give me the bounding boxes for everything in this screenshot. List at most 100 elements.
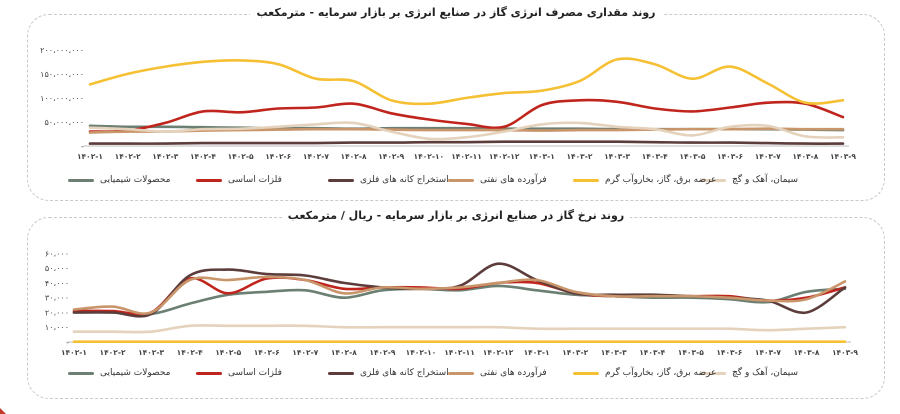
legend-rate: سیمان، آهک و گچ عرضه برق، گاز، بخاروآب گر… <box>28 368 884 382</box>
x-tick-label: ۱۴۰۳-۶ <box>716 348 742 357</box>
series-line <box>88 57 845 106</box>
legend-label: فلزات اساسی <box>228 175 282 185</box>
y-tick-label: ۳۰،۰۰۰ <box>45 294 69 303</box>
series-line <box>88 98 845 133</box>
chart-title-rate: روند نرخ گاز در صنایع انرژی بر بازار سرم… <box>281 209 631 222</box>
legend-swatch <box>573 178 599 182</box>
x-tick-label: ۱۴۰۳-۹ <box>830 152 856 161</box>
legend-label: استخراج کانه های فلزی <box>360 175 449 185</box>
legend-swatch <box>196 371 222 375</box>
y-tick-label: ۲۰،۰۰۰ <box>45 308 69 317</box>
y-tick-label: ۵۰،۰۰۰،۰۰۰ <box>44 118 84 127</box>
x-tick-label: ۱۴۰۲-۳ <box>152 152 178 161</box>
legend-item: عرضه برق، گاز، بخاروآب گرم <box>573 368 716 378</box>
legend-item: فرآورده های نفتی <box>448 368 547 378</box>
series-line <box>72 275 847 315</box>
x-tick-label: ۱۴۰۲-۴ <box>190 152 216 161</box>
x-tick-label: ۱۴۰۲-۹ <box>369 348 395 357</box>
x-tick-label: ۱۴۰۳-۲ <box>566 152 592 161</box>
chart-panel-rate: روند نرخ گاز در صنایع انرژی بر بازار سرم… <box>27 209 885 399</box>
legend-item: سیمان، آهک و گچ <box>700 175 798 185</box>
legend-label: فرآورده های نفتی <box>480 368 547 378</box>
x-tick-label: ۱۴۰۳-۱ <box>529 152 555 161</box>
x-tick-label: ۱۴۰۲-۱۲ <box>489 152 520 161</box>
legend-label: فرآورده های نفتی <box>480 175 547 185</box>
x-tick-label: ۱۴۰۲-۵ <box>228 152 254 161</box>
legend-label: سیمان، آهک و گچ <box>732 175 799 185</box>
legend-swatch <box>700 178 726 182</box>
legend-swatch <box>700 371 726 375</box>
series-line <box>72 284 847 316</box>
legend-label: عرضه برق، گاز، بخاروآب گرم <box>605 175 717 185</box>
legend-swatch <box>68 178 94 182</box>
legend-item: استخراج کانه های فلزی <box>328 368 449 378</box>
series-line <box>72 324 847 334</box>
legend-swatch <box>328 371 354 375</box>
x-tick-label: ۱۴۰۲-۲ <box>100 348 126 357</box>
x-tick-label: ۱۴۰۲-۸ <box>331 348 357 357</box>
legend-item: محصولات شیمیایی <box>68 368 170 378</box>
x-tick-label: ۱۴۰۲-۱۱ <box>444 348 475 357</box>
corner-decoration <box>0 408 6 414</box>
x-tick-label: ۱۴۰۲-۷ <box>303 152 329 161</box>
x-tick-label: ۱۴۰۲-۲ <box>115 152 141 161</box>
y-tick-label: ۲۰۰،۰۰۰،۰۰۰ <box>40 46 84 55</box>
legend-label: محصولات شیمیایی <box>100 368 171 378</box>
y-tick-label: ۵۰،۰۰۰ <box>45 264 69 273</box>
legend-swatch <box>573 371 599 375</box>
x-tick-label: ۱۴۰۳-۲ <box>562 348 588 357</box>
x-tick-label: ۱۴۰۳-۸ <box>792 152 818 161</box>
x-tick-label: ۱۴۰۳-۴ <box>642 152 668 161</box>
chart-title-consumption: روند مقداری مصرف انرژی گاز در صنایع انرژ… <box>250 6 662 19</box>
legend-swatch <box>196 178 222 182</box>
y-tick-label: ۱۵۰،۰۰۰،۰۰۰ <box>40 70 84 79</box>
x-tick-label: ۱۴۰۲-۶ <box>265 152 291 161</box>
x-tick-label: ۱۴۰۳-۶ <box>717 152 743 161</box>
legend-swatch <box>448 178 474 182</box>
legend-label: فلزات اساسی <box>228 368 282 378</box>
x-tick-label: ۱۴۰۲-۷ <box>292 348 318 357</box>
legend-item: عرضه برق، گاز، بخاروآب گرم <box>573 175 716 185</box>
x-tick-label: ۱۴۰۳-۳ <box>604 152 630 161</box>
y-tick-label: - <box>66 338 69 347</box>
chart-panel-consumption: روند مقداری مصرف انرژی گاز در صنایع انرژ… <box>27 6 885 201</box>
legend-label: عرضه برق، گاز، بخاروآب گرم <box>605 368 717 378</box>
legend-item: فلزات اساسی <box>196 175 282 185</box>
legend-item: سیمان، آهک و گچ <box>700 368 798 378</box>
rate-line-chart: - ۱۰،۰۰۰ ۲۰،۰۰۰ ۳۰،۰۰۰ ۴۰،۰۰۰ ۵۰،۰۰۰ ۶۰،۰۰۰ ۱۴۰… <box>45 249 858 357</box>
x-tick-label: ۱۴۰۲-۵ <box>215 348 241 357</box>
legend-swatch <box>448 371 474 375</box>
series-line <box>88 121 845 141</box>
y-tick-label: ۱۰،۰۰۰ <box>45 323 69 332</box>
y-tick-label: ۴۰،۰۰۰ <box>45 279 69 288</box>
legend-label: محصولات شیمیایی <box>100 175 171 185</box>
x-tick-label: ۱۴۰۲-۴ <box>177 348 203 357</box>
legend-item: فرآورده های نفتی <box>448 175 547 185</box>
x-tick-label: ۱۴۰۲-۹ <box>378 152 404 161</box>
y-tick-label: - <box>81 142 84 151</box>
x-tick-label: ۱۴۰۳-۱ <box>524 348 550 357</box>
x-tick-label: ۱۴۰۲-۸ <box>341 152 367 161</box>
x-tick-label: ۱۴۰۲-۳ <box>138 348 164 357</box>
x-tick-label: ۱۴۰۲-۱۱ <box>451 152 482 161</box>
legend-consumption: سیمان، آهک و گچ عرضه برق، گاز، بخاروآب گر… <box>28 175 884 189</box>
x-tick-label: ۱۴۰۳-۳ <box>601 348 627 357</box>
x-tick-label: ۱۴۰۳-۴ <box>639 348 665 357</box>
legend-label: سیمان، آهک و گچ <box>732 368 799 378</box>
x-tick-label: ۱۴۰۳-۹ <box>832 348 858 357</box>
x-tick-label: ۱۴۰۲-۱ <box>61 348 87 357</box>
legend-swatch <box>68 371 94 375</box>
legend-label: استخراج کانه های فلزی <box>360 368 449 378</box>
x-tick-label: ۱۴۰۳-۵ <box>678 348 704 357</box>
x-tick-label: ۱۴۰۲-۱۰ <box>414 152 445 161</box>
x-tick-label: ۱۴۰۳-۷ <box>755 348 781 357</box>
legend-item: استخراج کانه های فلزی <box>328 175 449 185</box>
x-tick-label: ۱۴۰۲-۱ <box>77 152 103 161</box>
y-tick-label: ۱۰۰،۰۰۰،۰۰۰ <box>40 94 84 103</box>
series-line <box>72 276 847 316</box>
x-tick-label: ۱۴۰۲-۶ <box>254 348 280 357</box>
legend-item: محصولات شیمیایی <box>68 175 170 185</box>
x-tick-label: ۱۴۰۲-۱۰ <box>406 348 437 357</box>
consumption-line-chart: - ۵۰،۰۰۰،۰۰۰ ۱۰۰،۰۰۰،۰۰۰ ۱۵۰،۰۰۰،۰۰۰ ۲۰۰،۰۰۰… <box>40 46 856 161</box>
x-tick-label: ۱۴۰۲-۱۲ <box>483 348 514 357</box>
